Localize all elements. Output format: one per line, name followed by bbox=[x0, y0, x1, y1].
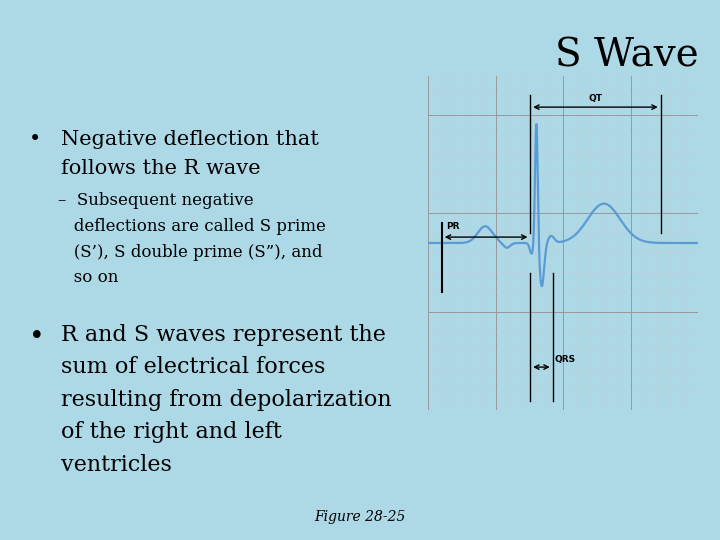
Text: sum of electrical forces: sum of electrical forces bbox=[61, 356, 325, 379]
Text: (S’), S double prime (S”), and: (S’), S double prime (S”), and bbox=[58, 244, 322, 260]
Text: resulting from depolarization: resulting from depolarization bbox=[61, 389, 392, 411]
Text: QRS: QRS bbox=[554, 355, 576, 364]
Text: Figure 28-25: Figure 28-25 bbox=[315, 510, 405, 524]
Text: –  Subsequent negative: – Subsequent negative bbox=[58, 192, 253, 208]
Text: so on: so on bbox=[58, 269, 118, 286]
Text: •: • bbox=[29, 130, 41, 148]
Text: QT: QT bbox=[588, 94, 603, 103]
Text: follows the R wave: follows the R wave bbox=[61, 159, 261, 178]
Text: PR: PR bbox=[446, 222, 459, 231]
Text: S Wave: S Wave bbox=[554, 38, 698, 75]
Text: ventricles: ventricles bbox=[61, 454, 172, 476]
Text: R and S waves represent the: R and S waves represent the bbox=[61, 324, 386, 346]
Text: •: • bbox=[29, 324, 45, 349]
Text: deflections are called S prime: deflections are called S prime bbox=[58, 218, 325, 234]
Text: Negative deflection that: Negative deflection that bbox=[61, 130, 319, 148]
Text: of the right and left: of the right and left bbox=[61, 421, 282, 443]
